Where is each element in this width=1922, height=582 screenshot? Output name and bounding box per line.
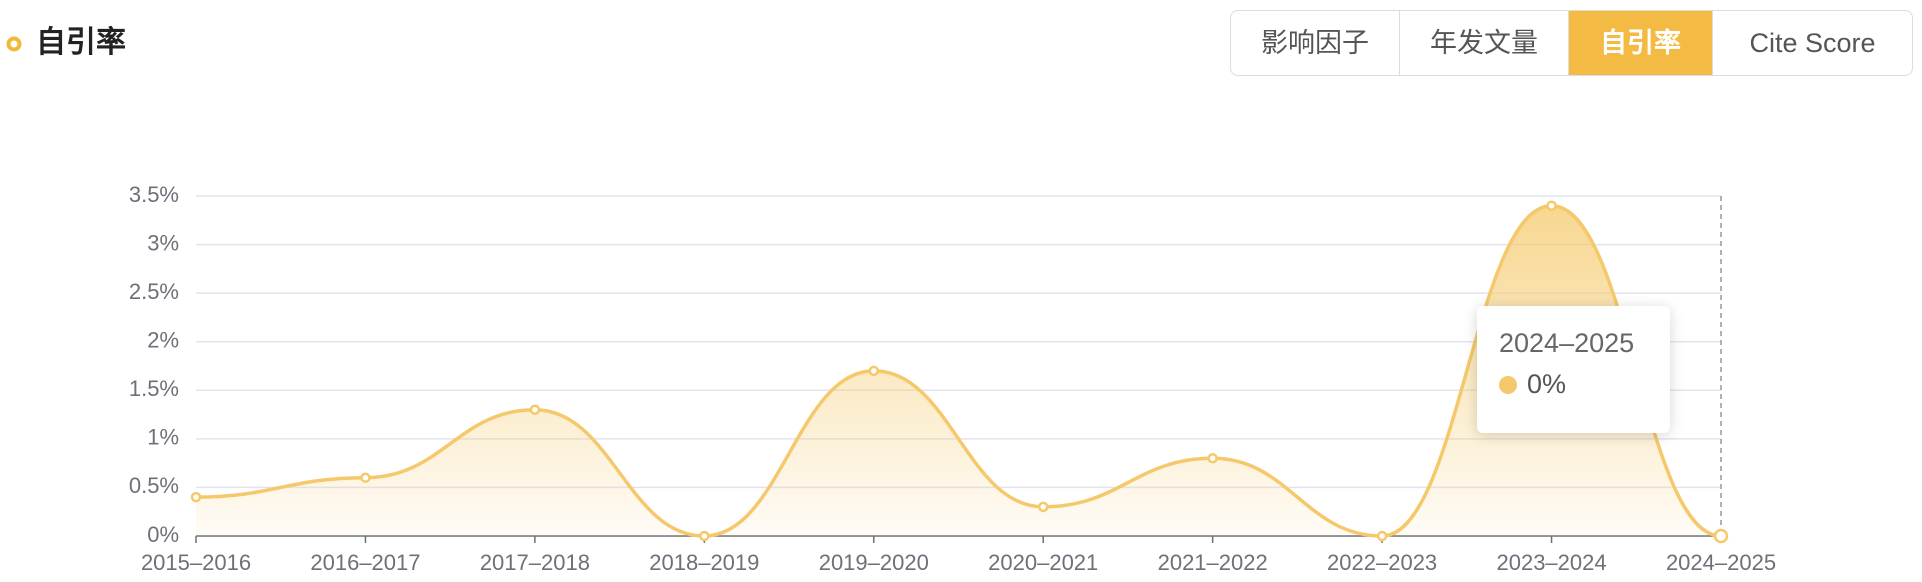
point <box>1713 528 1729 544</box>
x-tick-label: 2022–2023 <box>1327 550 1437 575</box>
point <box>360 472 371 483</box>
x-tick-label: 2016–2017 <box>310 550 420 575</box>
x-tick-label: 2024–2025 <box>1666 550 1776 575</box>
x-tick-label: 2021–2022 <box>1158 550 1268 575</box>
point <box>1546 200 1557 211</box>
point <box>699 530 710 542</box>
y-tick-label: 0.5% <box>129 473 179 498</box>
x-tick-label: 2023–2024 <box>1496 550 1606 575</box>
point <box>529 404 541 415</box>
y-tick-label: 2% <box>147 328 179 353</box>
tooltip-marker <box>1499 375 1517 394</box>
point <box>1207 453 1218 464</box>
y-tick-label: 3% <box>147 230 179 255</box>
x-tick-label: 2018–2019 <box>649 550 759 575</box>
point <box>1037 501 1049 513</box>
y-tick-label: 0% <box>147 522 179 547</box>
tab[interactable]: Cite Score <box>1749 28 1876 58</box>
point <box>190 491 202 503</box>
x-tick-label: 2020–2021 <box>988 550 1098 575</box>
x-tick-label: 2019–2020 <box>819 550 929 575</box>
area <box>196 205 1721 536</box>
x-tick-label: 2015–2016 <box>141 550 251 575</box>
y-tick-label: 1.5% <box>129 376 179 401</box>
tooltip: 2024–2025 0% <box>1477 306 1670 433</box>
y-tick-label: 1% <box>147 425 179 450</box>
y-tick-label: 2.5% <box>129 279 179 304</box>
tab[interactable]: 年发文量 <box>1400 11 1569 75</box>
point <box>1376 530 1388 542</box>
x-tick-label: 2017–2018 <box>480 550 590 575</box>
line <box>195 203 1722 538</box>
tooltip-category: 2024–2025 <box>1499 328 1635 358</box>
tooltip-value: 0% <box>1527 369 1567 399</box>
tooltip-row: 0% <box>1499 369 1648 400</box>
tab-group: 影响因子 年发文量 自引率 Cite Score <box>1230 10 1913 76</box>
y-tick-label: 3.5% <box>129 182 179 207</box>
tab[interactable]: 自引率 <box>1569 11 1713 75</box>
point <box>868 365 880 377</box>
title-dot <box>6 36 22 52</box>
tab[interactable]: 影响因子 <box>1231 11 1400 75</box>
section-title: 自引率 <box>36 26 126 59</box>
